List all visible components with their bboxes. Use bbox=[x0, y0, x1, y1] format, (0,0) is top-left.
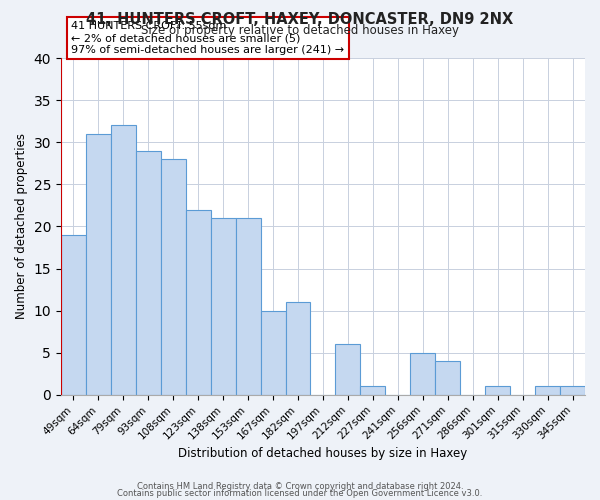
Y-axis label: Number of detached properties: Number of detached properties bbox=[15, 134, 28, 320]
Bar bbox=[335, 344, 361, 395]
Bar bbox=[286, 302, 310, 395]
Bar bbox=[410, 353, 435, 395]
Bar bbox=[361, 386, 385, 395]
Text: Contains public sector information licensed under the Open Government Licence v3: Contains public sector information licen… bbox=[118, 490, 482, 498]
Text: Contains HM Land Registry data © Crown copyright and database right 2024.: Contains HM Land Registry data © Crown c… bbox=[137, 482, 463, 491]
Bar bbox=[111, 126, 136, 395]
Bar bbox=[435, 361, 460, 395]
Bar bbox=[211, 218, 236, 395]
Bar bbox=[260, 310, 286, 395]
Bar bbox=[560, 386, 585, 395]
Text: 41 HUNTERS CROFT: 55sqm
← 2% of detached houses are smaller (5)
97% of semi-deta: 41 HUNTERS CROFT: 55sqm ← 2% of detached… bbox=[71, 22, 344, 54]
Bar bbox=[485, 386, 510, 395]
Text: 41, HUNTERS CROFT, HAXEY, DONCASTER, DN9 2NX: 41, HUNTERS CROFT, HAXEY, DONCASTER, DN9… bbox=[86, 12, 514, 26]
Bar bbox=[86, 134, 111, 395]
Bar bbox=[61, 235, 86, 395]
Bar bbox=[236, 218, 260, 395]
Bar bbox=[185, 210, 211, 395]
Bar bbox=[535, 386, 560, 395]
X-axis label: Distribution of detached houses by size in Haxey: Distribution of detached houses by size … bbox=[178, 447, 467, 460]
Text: Size of property relative to detached houses in Haxey: Size of property relative to detached ho… bbox=[141, 24, 459, 37]
Bar bbox=[136, 150, 161, 395]
Bar bbox=[161, 159, 185, 395]
